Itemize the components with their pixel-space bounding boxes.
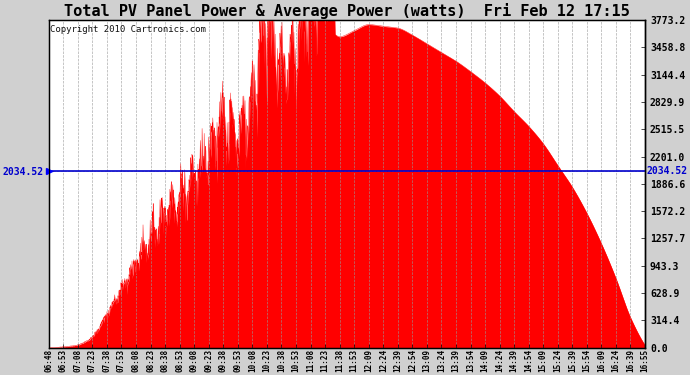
Text: Copyright 2010 Cartronics.com: Copyright 2010 Cartronics.com: [50, 25, 206, 34]
Title: Total PV Panel Power & Average Power (watts)  Fri Feb 12 17:15: Total PV Panel Power & Average Power (wa…: [64, 3, 630, 19]
Text: 2034.52: 2034.52: [647, 166, 687, 176]
